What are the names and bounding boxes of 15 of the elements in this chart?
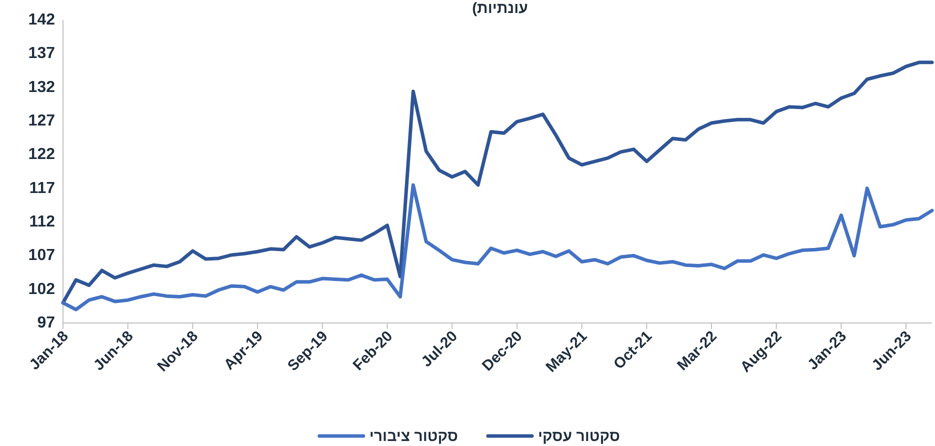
y-tick-label: 127 [28,112,56,130]
y-tick-label: 112 [29,214,56,230]
line-series [61,60,934,305]
y-tick-label: 142 [28,12,56,28]
y-tick-label: 122 [28,146,56,164]
y-tick-label: 107 [28,247,56,264]
legend-label: סקטור ציבורי [369,428,458,445]
legend-label: סקטור עסקי [538,428,620,445]
line-series [61,183,934,312]
chart-title: עונתיות) [472,0,528,17]
y-tick-label: 132 [28,78,56,96]
y-tick-label: 97 [37,314,56,332]
y-tick-label: 117 [29,180,56,197]
y-tick-label: 102 [28,280,56,298]
y-tick-label: 137 [28,45,56,62]
